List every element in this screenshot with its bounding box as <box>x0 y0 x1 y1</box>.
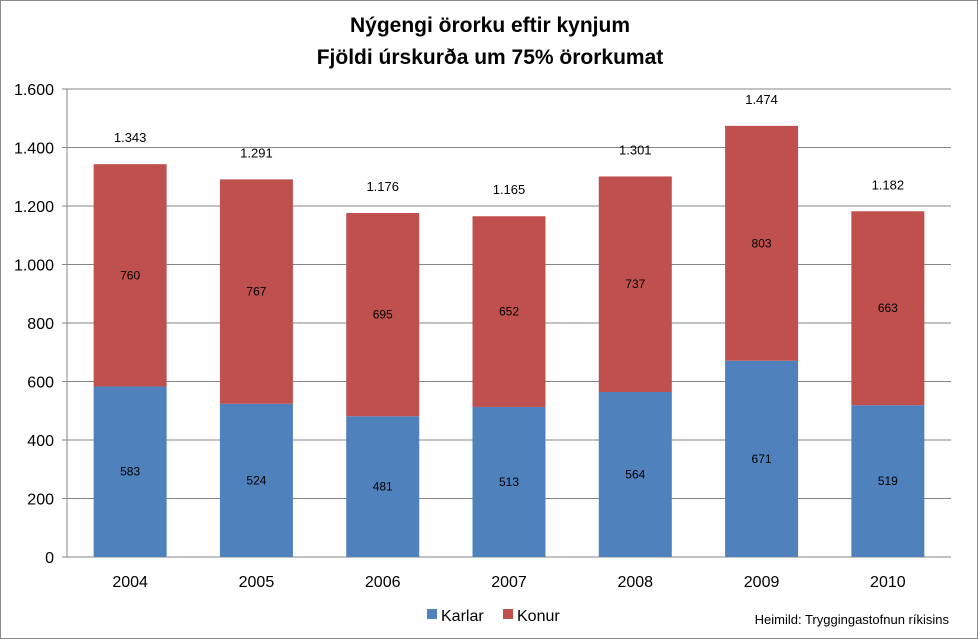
y-tick-label: 1.200 <box>14 199 54 216</box>
segment-labels: 583 760 524 767 481 695 513 652 564 737 671 803 519 6… <box>120 236 898 493</box>
bar-konur-2004 <box>93 164 167 387</box>
total-label: 1.343 <box>114 130 147 145</box>
y-tick-label: 1.600 <box>14 82 54 99</box>
segment-label: 671 <box>752 452 772 466</box>
chart-title-line-2: Fjöldi úrskurða um 75% örorkumat <box>317 46 664 69</box>
segment-label: 652 <box>499 305 519 319</box>
total-label: 1.474 <box>745 92 778 107</box>
x-tick-label: 2006 <box>365 574 401 591</box>
y-tick-label: 200 <box>27 492 54 509</box>
segment-label: 481 <box>373 480 393 494</box>
segment-label: 524 <box>246 473 266 487</box>
legend-label-karlar: Karlar <box>441 608 484 625</box>
x-tick-label: 2005 <box>239 574 275 591</box>
total-label: 1.165 <box>493 182 526 197</box>
bar-karlar-2008 <box>598 392 672 557</box>
y-tick-label: 400 <box>27 433 54 450</box>
segment-label: 519 <box>878 474 898 488</box>
segment-label: 695 <box>373 308 393 322</box>
x-tick-label: 2008 <box>617 574 653 591</box>
bars <box>93 125 925 557</box>
chart-title-line-1: Nýgengi örorku eftir kynjum <box>350 14 630 37</box>
y-tick-label: 800 <box>27 316 54 333</box>
bar-konur-2007 <box>472 216 546 407</box>
segment-label: 767 <box>246 285 266 299</box>
bar-karlar-2004 <box>93 386 167 557</box>
legend-swatch-karlar <box>427 609 437 619</box>
bar-karlar-2006 <box>346 416 420 557</box>
total-label: 1.301 <box>619 142 652 157</box>
bar-konur-2006 <box>346 213 420 417</box>
y-tick-label: 1.000 <box>14 258 54 275</box>
x-axis: 2004 2005 2006 2007 2008 2009 2010 <box>112 574 905 591</box>
segment-label: 564 <box>625 468 645 482</box>
y-tick-label: 0 <box>45 550 54 567</box>
x-tick-label: 2004 <box>112 574 148 591</box>
x-tick-label: 2010 <box>870 574 906 591</box>
bar-karlar-2009 <box>725 360 799 557</box>
legend: Karlar Konur <box>427 608 560 625</box>
y-tick-label: 1.400 <box>14 141 54 158</box>
bar-karlar-2005 <box>219 403 293 557</box>
bar-karlar-2007 <box>472 406 546 557</box>
y-axis: 0 200 400 600 800 1.000 1.200 1.400 1.600 <box>14 82 68 567</box>
legend-swatch-konur <box>503 609 513 619</box>
source-note: Heimild: Tryggingastofnun ríkisins <box>755 612 950 627</box>
bar-konur-2005 <box>219 179 293 404</box>
bar-konur-2010 <box>851 211 925 406</box>
segment-label: 583 <box>120 465 140 479</box>
segment-label: 803 <box>752 236 772 250</box>
bar-karlar-2010 <box>851 405 925 557</box>
x-tick-label: 2009 <box>744 574 780 591</box>
segment-label: 737 <box>625 277 645 291</box>
bar-konur-2009 <box>725 125 799 361</box>
legend-label-konur: Konur <box>517 608 560 625</box>
total-label: 1.182 <box>872 177 905 192</box>
total-label: 1.291 <box>240 145 273 160</box>
total-label: 1.176 <box>366 179 399 194</box>
total-labels: 1.343 1.291 1.176 1.165 1.301 1.474 1.182 <box>114 92 904 197</box>
chart-title: Nýgengi örorku eftir kynjum Fjöldi úrsku… <box>317 14 664 69</box>
bar-konur-2008 <box>598 176 672 393</box>
segment-label: 513 <box>499 475 519 489</box>
segment-label: 760 <box>120 268 140 282</box>
x-tick-label: 2007 <box>491 574 527 591</box>
segment-label: 663 <box>878 301 898 315</box>
y-tick-label: 600 <box>27 375 54 392</box>
